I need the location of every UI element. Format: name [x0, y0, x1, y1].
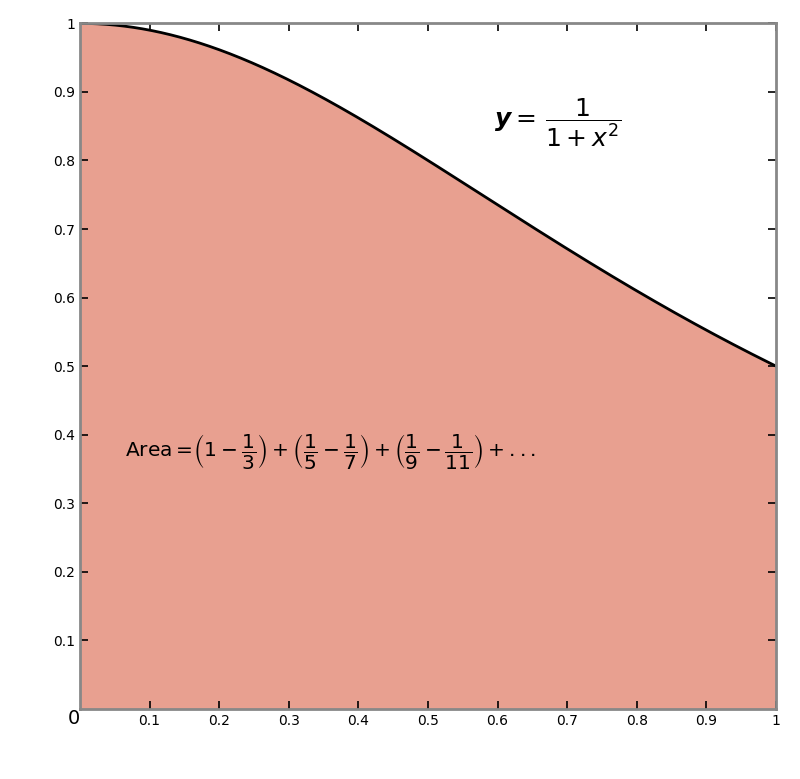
- Text: $\boldsymbol{y} = \,\dfrac{1}{1+x^2}$: $\boldsymbol{y} = \,\dfrac{1}{1+x^2}$: [494, 97, 622, 149]
- Text: $\mathrm{Area} = \!\left(1 - \dfrac{1}{3}\right) + \left(\dfrac{1}{5} - \dfrac{1: $\mathrm{Area} = \!\left(1 - \dfrac{1}{3…: [126, 432, 536, 471]
- Text: 0: 0: [68, 709, 80, 728]
